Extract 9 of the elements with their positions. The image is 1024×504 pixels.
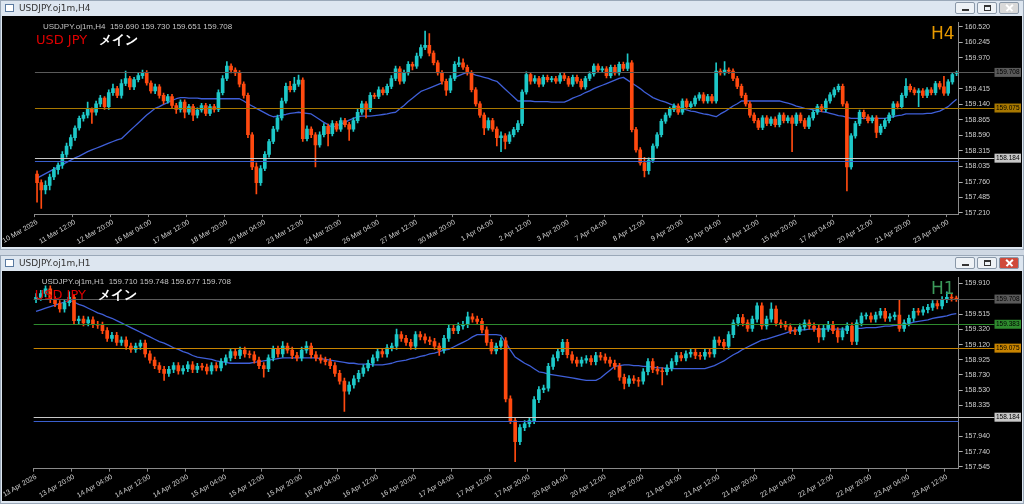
chart-subtitle: USDJPY.oj1m,H4 159.690 159.730 159.651 159.708 (42, 22, 233, 32)
annotation: H1 (931, 278, 955, 299)
annotation: USD JPY (35, 32, 88, 48)
annotation: メイン (99, 32, 139, 48)
chart-subtitle: USDJPY.oj1m,H1 159.710 159.748 159.677 159.708 (41, 277, 232, 287)
annotation: H4 (931, 23, 955, 44)
chart-title: USDJPY.oj1m,H4 (19, 3, 91, 13)
annotation: メイン (97, 287, 137, 303)
chart-title: USDJPY.oj1m,H1 (19, 258, 91, 268)
